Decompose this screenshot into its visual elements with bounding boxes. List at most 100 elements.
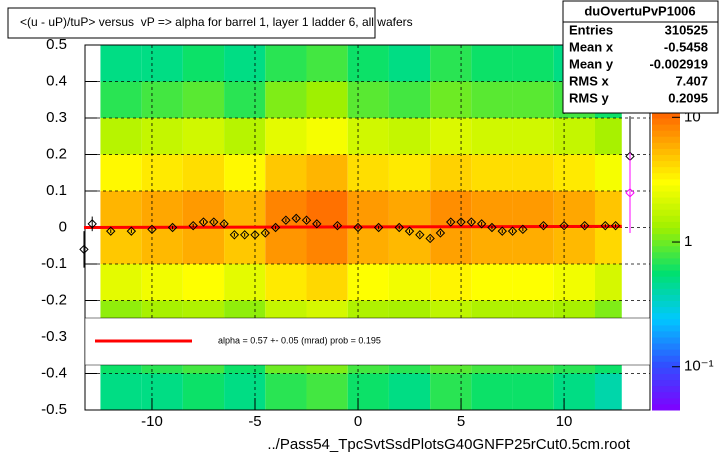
heatmap-cell: [388, 264, 431, 301]
heatmap-cell: [347, 227, 389, 264]
heatmap-cell: [141, 373, 183, 410]
heatmap-cell: [347, 45, 389, 82]
heatmap-cell: [100, 227, 142, 264]
colorbar-step: [652, 361, 680, 368]
colorbar-step: [652, 397, 680, 405]
heatmap-cell: [347, 264, 389, 301]
heatmap-cell: [141, 154, 183, 191]
heatmap-cell: [388, 118, 431, 155]
heatmap-cell: [512, 373, 554, 410]
colorbar-tick-label: 10⁻¹: [684, 358, 714, 375]
x-axis-label: ../Pass54_TpcSvtSsdPlotsG40GNFP25rCut0.5…: [267, 436, 630, 453]
colorbar-step: [652, 245, 680, 253]
stats-label: RMS y: [569, 90, 610, 105]
heatmap-cell: [182, 81, 225, 118]
profile-point: [538, 220, 549, 231]
colorbar-step: [652, 294, 680, 301]
heatmap-cell: [182, 264, 225, 301]
profile-point: [507, 226, 518, 236]
profile-point: [209, 217, 219, 227]
profile-point: [188, 220, 198, 231]
profile-point: [518, 224, 528, 235]
heatmap-cell: [182, 373, 225, 410]
heatmap-cell: [430, 264, 472, 301]
profile-point: [147, 224, 157, 235]
heatmap-cell: [512, 264, 554, 301]
profile-point: [466, 217, 477, 227]
heatmap-cell: [141, 81, 183, 118]
profile-point: [353, 222, 363, 233]
colorbar-step: [652, 184, 680, 192]
heatmap-cell: [224, 154, 266, 191]
heatmap-cell: [388, 81, 431, 118]
colorbar-step: [652, 160, 680, 168]
heatmap-cell: [430, 118, 472, 155]
profile-point: [373, 222, 384, 233]
colorbar-step: [652, 312, 680, 320]
heatmap-cell: [388, 191, 431, 228]
profile-point: [301, 215, 312, 225]
profile-point: [394, 222, 404, 233]
heatmap-cell: [471, 264, 513, 301]
colorbar-step: [652, 349, 680, 356]
heatmap-cell: [512, 191, 554, 228]
profile-point: [487, 222, 497, 233]
heatmap-cell: [512, 45, 554, 82]
colorbar-tick-label: 1: [684, 233, 692, 250]
colorbar-step: [652, 343, 680, 350]
heatmap-cell: [306, 227, 348, 264]
colorbar-step: [652, 209, 680, 216]
heatmap-cell: [100, 264, 142, 301]
colorbar-step: [652, 282, 680, 289]
profile-point: [476, 219, 487, 229]
heatmap-cell: [182, 118, 225, 155]
heatmap-cell: [471, 81, 513, 118]
heatmap-cell: [553, 118, 595, 155]
colorbar-step: [652, 215, 680, 222]
colorbar-step: [652, 191, 680, 198]
profile-point: [250, 230, 260, 240]
y-tick-label: 0.5: [46, 36, 67, 53]
profile-point: [79, 244, 89, 255]
heatmap-cell: [553, 264, 595, 301]
profile-point: [229, 230, 240, 240]
heatmap-cell: [306, 154, 348, 191]
heatmap-cell: [141, 45, 183, 82]
y-tick-label: 0.4: [46, 72, 67, 89]
heatmap-cell: [306, 118, 348, 155]
profile-point: [198, 217, 209, 227]
heatmap-cell: [347, 118, 389, 155]
profile-point: [219, 219, 229, 229]
y-tick-label: 0.2: [46, 145, 67, 162]
heatmap-cell: [182, 227, 225, 264]
colorbar-step: [652, 355, 680, 362]
heatmap-cell: [430, 373, 472, 410]
x-tick-label: -5: [248, 413, 261, 430]
profile-point: [415, 230, 425, 240]
profile-point: [610, 220, 621, 231]
heatmap-cell: [512, 154, 554, 191]
colorbar-step: [652, 221, 680, 228]
heatmap-cell: [306, 45, 348, 82]
heatmap-cell: [265, 373, 307, 410]
heatmap-cell: [265, 45, 307, 82]
heatmap-cell: [224, 81, 266, 118]
stats-value: 310525: [665, 22, 708, 37]
colorbar-step: [652, 251, 680, 259]
heatmap-cell: [224, 191, 266, 228]
colorbar-step: [652, 154, 680, 162]
colorbar-step: [652, 367, 680, 374]
heatmap-cell: [265, 227, 307, 264]
profile-point: [126, 226, 137, 236]
heatmap-cell: [594, 264, 622, 301]
heatmap-cell: [471, 373, 513, 410]
fit-line: [83, 224, 622, 229]
colorbar-step: [652, 166, 680, 174]
heatmap-cell: [347, 373, 389, 410]
colorbar-step: [652, 130, 680, 137]
stats-label: Entries: [569, 22, 613, 37]
heatmap-cell: [594, 227, 622, 264]
colorbar-step: [652, 203, 680, 210]
heatmap-cell: [224, 264, 266, 301]
